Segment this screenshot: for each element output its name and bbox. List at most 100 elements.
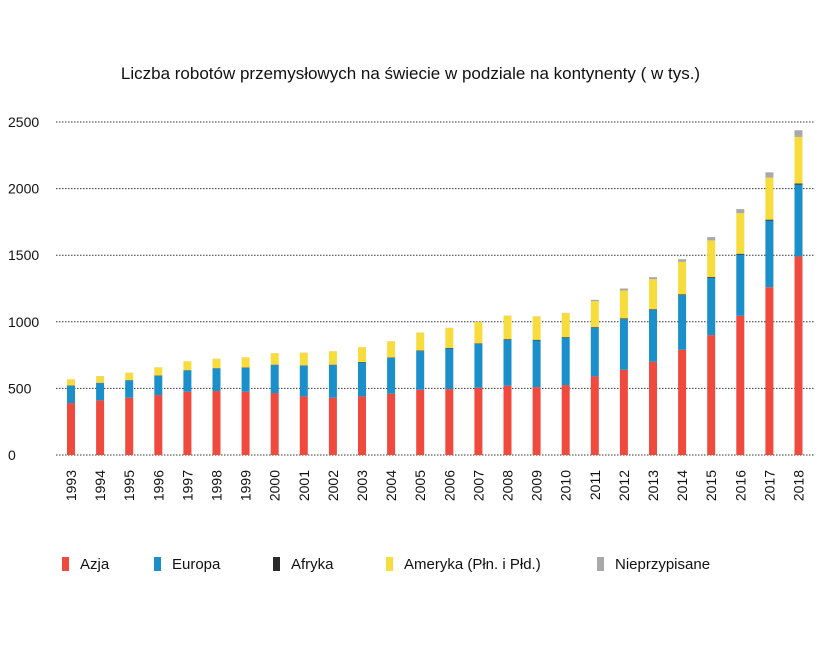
- bar-segment-1: [299, 396, 308, 455]
- bar-stack-2009: [532, 316, 541, 455]
- bar-segment-4: [503, 315, 512, 340]
- legend-label: Ameryka (Płn. i Płd.): [404, 555, 541, 573]
- bar-segment-5: [765, 172, 774, 178]
- x-tick-label: 1998: [209, 470, 225, 501]
- bar-segment-1: [328, 397, 337, 455]
- bar-segment-2: [678, 295, 687, 350]
- bar-segment-3: [532, 339, 541, 341]
- bar-segment-4: [445, 327, 454, 348]
- x-tick-label: 2010: [558, 470, 574, 501]
- legend: Azja Europa Afryka Ameryka (Płn. i Płd.) Nie…: [62, 553, 802, 575]
- bar-segment-3: [561, 337, 570, 338]
- y-tick-label: 1500: [8, 247, 39, 263]
- bar-segment-2: [503, 339, 512, 386]
- x-axis-ticks: 1993 1994 1995 1996 1997 1998 1999 2000 2001 2002…: [63, 470, 807, 501]
- x-tick-label: 1999: [238, 470, 254, 501]
- bar-segment-2: [67, 385, 75, 404]
- bar-segment-1: [96, 400, 105, 455]
- x-tick-label: 2007: [470, 470, 486, 501]
- bar-stack-2016: [736, 209, 745, 455]
- bar-segment-5: [649, 277, 657, 280]
- bar-segment-2: [445, 348, 454, 390]
- x-tick-label: 2018: [791, 470, 807, 501]
- bar-stack-2002: [328, 351, 337, 455]
- bar-segment-2: [125, 380, 134, 398]
- x-tick-label: 2014: [674, 470, 690, 501]
- bar-segment-5: [707, 237, 716, 241]
- bar-stack-1994: [96, 376, 105, 455]
- bar-segment-3: [416, 350, 425, 352]
- x-tick-label: 2000: [267, 470, 283, 501]
- bar-segment-4: [212, 358, 221, 369]
- bar-stack-2013: [649, 277, 657, 455]
- bar-segment-1: [765, 287, 774, 455]
- bar-segment-4: [270, 353, 279, 365]
- legend-item: Afryka: [273, 553, 334, 575]
- chart-title: Liczba robotów przemysłowych na świecie …: [120, 64, 701, 83]
- bar-segment-2: [474, 343, 483, 388]
- legend-swatch: [154, 557, 161, 571]
- bar-segment-1: [358, 396, 366, 455]
- bar-segment-2: [765, 220, 774, 288]
- x-tick-label: 2004: [383, 470, 399, 501]
- legend-label: Afryka: [291, 555, 334, 573]
- legend-item: Azja: [62, 553, 109, 575]
- bar-segment-4: [125, 372, 134, 381]
- bar-stack-2008: [503, 315, 512, 455]
- bar-segment-3: [678, 294, 687, 296]
- bar-segment-4: [241, 357, 250, 368]
- bar-stack-2001: [299, 352, 308, 455]
- bar-segment-2: [387, 357, 396, 394]
- bar-segment-1: [532, 387, 541, 455]
- bar-stack-2003: [358, 347, 366, 455]
- bar-stack-2011: [590, 299, 599, 455]
- gridlines: [56, 121, 815, 456]
- bar-segment-2: [96, 383, 105, 401]
- bar-segment-3: [707, 277, 716, 278]
- bar-segment-1: [707, 335, 716, 455]
- bar-segment-5: [619, 288, 628, 291]
- bar-stack-2017: [765, 172, 774, 455]
- x-tick-label: 2009: [529, 470, 545, 501]
- bar-segment-3: [445, 347, 454, 349]
- bar-segment-2: [299, 365, 308, 397]
- bar-segment-2: [590, 327, 599, 377]
- bar-stack-2007: [474, 321, 483, 455]
- bar-segment-3: [619, 318, 628, 320]
- bar-segment-4: [328, 351, 337, 365]
- bar-segment-1: [678, 349, 687, 455]
- x-tick-label: 1996: [150, 470, 166, 501]
- bar-segment-4: [416, 332, 425, 351]
- bar-stack-1997: [183, 361, 192, 455]
- bar-segment-3: [794, 183, 803, 185]
- bar-segment-1: [503, 385, 512, 455]
- x-tick-label: 2001: [296, 470, 312, 501]
- x-tick-label: 2016: [732, 470, 748, 501]
- bar-segment-4: [96, 376, 105, 383]
- bar-segment-3: [649, 309, 657, 310]
- bar-segment-4: [183, 361, 192, 371]
- x-tick-label: 2006: [441, 470, 457, 501]
- bar-segment-2: [241, 367, 250, 392]
- bar-segment-2: [794, 184, 803, 257]
- bar-segment-4: [619, 290, 628, 319]
- x-tick-label: 1993: [63, 470, 79, 501]
- legend-item: Ameryka (Płn. i Płd.): [386, 553, 541, 575]
- bar-segment-5: [794, 130, 803, 137]
- x-tick-label: 2005: [412, 470, 428, 501]
- bar-segment-4: [736, 213, 745, 254]
- bar-segment-4: [649, 279, 657, 310]
- x-tick-label: 1994: [92, 470, 108, 501]
- bar-segment-2: [561, 337, 570, 386]
- bar-segment-1: [125, 397, 134, 455]
- bar-stack-1999: [241, 357, 250, 455]
- bar-segment-1: [794, 256, 803, 455]
- x-tick-label: 2008: [500, 470, 516, 501]
- y-tick-label: 1000: [8, 314, 39, 330]
- bar-segment-4: [794, 136, 803, 184]
- bar-stack-1998: [212, 358, 221, 455]
- bar-segment-2: [154, 375, 163, 396]
- bar-segment-1: [445, 389, 454, 455]
- bar-segment-1: [67, 403, 75, 455]
- bar-segment-4: [678, 261, 687, 295]
